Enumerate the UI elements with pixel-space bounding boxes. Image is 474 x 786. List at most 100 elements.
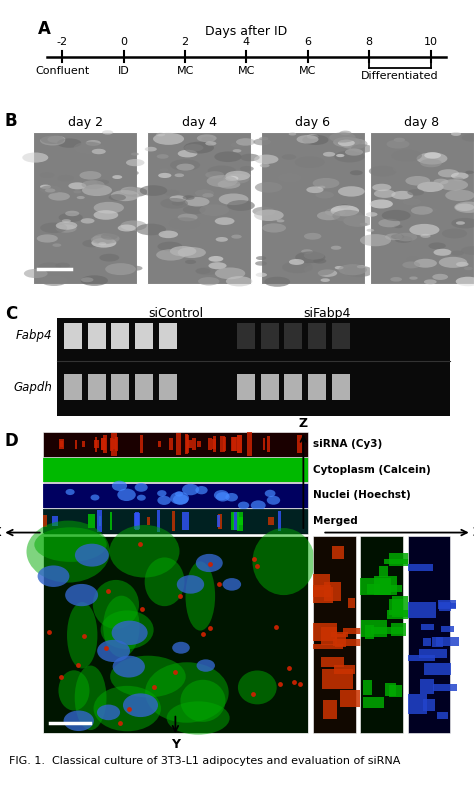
- Circle shape: [122, 187, 147, 197]
- Bar: [372, 627, 403, 634]
- Circle shape: [37, 234, 58, 243]
- Circle shape: [47, 136, 65, 143]
- Circle shape: [156, 133, 165, 136]
- Bar: [43, 509, 308, 534]
- Circle shape: [215, 217, 235, 225]
- Bar: [60, 441, 63, 447]
- Circle shape: [123, 693, 158, 717]
- Circle shape: [223, 174, 250, 184]
- Bar: [331, 632, 348, 637]
- Bar: [247, 432, 253, 456]
- Text: 10: 10: [423, 37, 438, 47]
- Circle shape: [157, 154, 169, 159]
- Circle shape: [454, 178, 464, 182]
- Circle shape: [386, 140, 410, 149]
- Circle shape: [140, 185, 167, 196]
- Circle shape: [216, 492, 230, 501]
- Circle shape: [81, 275, 108, 286]
- Circle shape: [136, 224, 166, 235]
- Bar: [313, 645, 343, 649]
- Bar: [360, 578, 391, 595]
- Circle shape: [425, 208, 437, 212]
- Text: day 2: day 2: [68, 116, 103, 129]
- Bar: [379, 566, 388, 577]
- Circle shape: [197, 134, 217, 142]
- Circle shape: [218, 180, 240, 189]
- Circle shape: [178, 214, 198, 222]
- Text: day 6: day 6: [295, 116, 330, 129]
- Circle shape: [130, 266, 143, 270]
- Circle shape: [113, 656, 145, 678]
- Circle shape: [68, 182, 86, 189]
- Circle shape: [125, 171, 139, 175]
- Bar: [333, 639, 361, 646]
- Circle shape: [135, 483, 148, 492]
- Circle shape: [432, 274, 448, 280]
- Circle shape: [120, 187, 141, 195]
- Bar: [43, 483, 308, 508]
- Circle shape: [338, 264, 367, 275]
- Circle shape: [202, 193, 214, 197]
- Text: Gapdh: Gapdh: [13, 380, 52, 394]
- Circle shape: [199, 204, 229, 216]
- Circle shape: [195, 268, 210, 274]
- Bar: [140, 435, 143, 453]
- Text: Confluent: Confluent: [36, 66, 90, 76]
- Circle shape: [112, 175, 122, 179]
- Bar: [97, 510, 102, 532]
- Ellipse shape: [145, 663, 228, 722]
- Circle shape: [451, 251, 464, 255]
- Circle shape: [53, 244, 61, 247]
- Circle shape: [366, 212, 377, 217]
- Circle shape: [82, 185, 112, 196]
- Bar: [387, 610, 412, 619]
- Circle shape: [451, 172, 469, 179]
- Circle shape: [297, 135, 319, 144]
- Bar: [263, 438, 265, 450]
- Circle shape: [350, 171, 363, 175]
- Circle shape: [131, 152, 139, 156]
- Bar: [297, 435, 302, 453]
- Bar: [267, 436, 270, 452]
- Ellipse shape: [238, 670, 277, 704]
- Circle shape: [196, 267, 217, 275]
- Bar: [278, 511, 281, 531]
- Bar: [408, 693, 427, 714]
- Circle shape: [94, 202, 124, 214]
- Ellipse shape: [103, 596, 140, 657]
- Circle shape: [57, 175, 74, 182]
- Circle shape: [160, 168, 169, 172]
- Bar: [159, 322, 177, 349]
- Circle shape: [344, 266, 374, 277]
- Text: 0: 0: [120, 37, 128, 47]
- Bar: [322, 669, 353, 689]
- Circle shape: [385, 233, 402, 241]
- Bar: [208, 438, 212, 450]
- Circle shape: [172, 201, 184, 206]
- Circle shape: [317, 211, 340, 220]
- Circle shape: [414, 259, 437, 268]
- Bar: [324, 582, 341, 601]
- Bar: [217, 515, 220, 527]
- Circle shape: [461, 246, 474, 255]
- Circle shape: [170, 195, 186, 202]
- Circle shape: [176, 163, 194, 171]
- Circle shape: [424, 279, 437, 285]
- Bar: [423, 699, 436, 711]
- Bar: [223, 437, 226, 451]
- Circle shape: [306, 186, 324, 193]
- Circle shape: [428, 242, 446, 249]
- Circle shape: [330, 205, 359, 216]
- Bar: [361, 620, 387, 637]
- Circle shape: [393, 165, 414, 173]
- Circle shape: [82, 180, 105, 189]
- Text: ID: ID: [118, 66, 130, 76]
- Bar: [408, 536, 450, 733]
- Circle shape: [118, 225, 136, 232]
- Circle shape: [214, 152, 242, 162]
- Circle shape: [226, 493, 238, 501]
- Bar: [261, 374, 279, 400]
- Circle shape: [92, 241, 110, 249]
- Text: Y: Y: [171, 738, 180, 751]
- Circle shape: [216, 237, 228, 242]
